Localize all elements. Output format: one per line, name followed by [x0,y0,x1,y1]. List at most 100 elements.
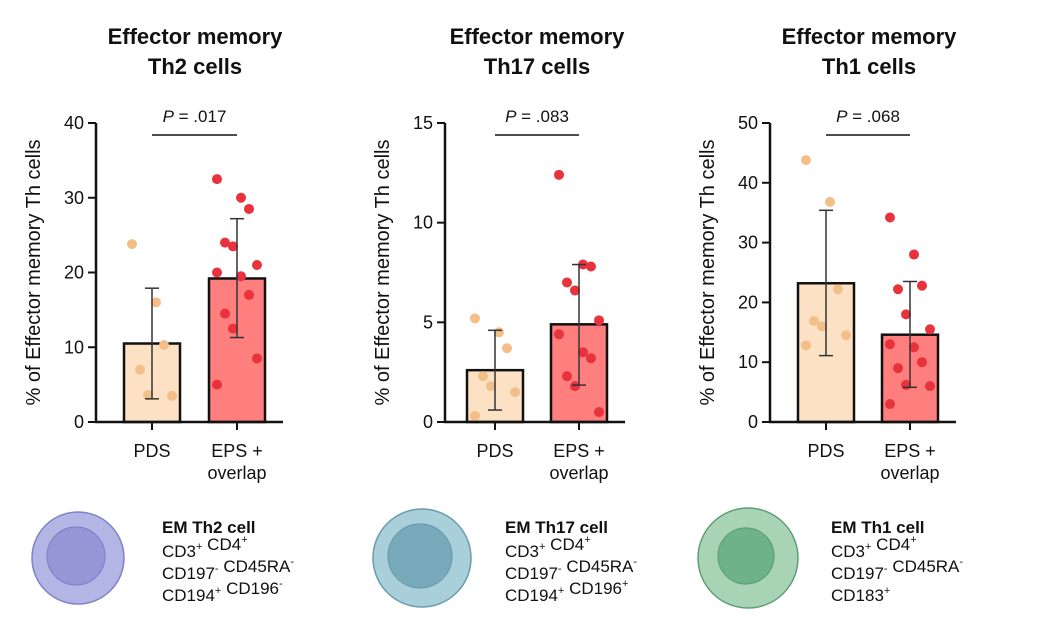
x-category-label: overlap [549,463,608,483]
p-value-label: P = .068 [836,107,900,126]
data-point [212,379,222,390]
y-tick-label: 20 [738,292,758,312]
data-point [228,323,238,334]
x-category-label: overlap [207,463,266,483]
data-point [470,313,480,324]
data-point [502,343,512,354]
cell-nucleus [717,527,775,585]
y-tick-label: 40 [64,113,84,133]
cell-marker-line: CD3+ CD4+ [162,534,248,561]
data-point [594,407,604,418]
cell-marker-line: CD194+ CD196- [162,578,283,605]
cell-marker-line: CD3+ CD4+ [831,534,917,561]
y-axis-label: % of Effector memory Th cells [372,139,394,405]
p-value-label: P = .017 [163,107,227,126]
data-point [917,357,927,368]
data-point [801,155,811,166]
y-tick-label: 15 [413,113,433,133]
y-axis-label: % of Effector memory Th cells [23,139,45,405]
x-category-label: EPS + [553,441,605,461]
y-tick-label: 10 [413,213,433,233]
data-point [252,353,262,364]
chart-panel-1: Effector memory Th2 cells % of Effector me… [23,24,294,605]
cell-marker-line: CD197- CD45RA- [831,556,963,583]
data-point [586,261,596,272]
data-point [554,169,564,180]
cell-name: EM Th1 cell [831,518,925,537]
data-point [228,241,238,252]
chart-panel-3: Effector memory Th1 cells % of Effector me… [697,24,963,609]
data-point [167,390,177,401]
data-point [885,399,895,410]
data-point [885,212,895,223]
y-tick-label: 10 [64,337,84,357]
data-point [143,390,153,401]
y-tick-label: 0 [423,412,433,432]
chart-title-line: Th1 cells [822,54,916,79]
data-point [244,289,254,300]
data-point [909,249,919,260]
data-point [212,267,222,278]
data-point [801,340,811,351]
y-axis-label: % of Effector memory Th cells [697,139,719,405]
data-point [236,271,246,282]
data-point [135,364,145,375]
x-category-label: EPS + [884,441,936,461]
y-tick-label: 0 [748,412,758,432]
data-point [220,308,230,319]
data-point [159,340,169,351]
data-point [127,239,137,250]
data-point [486,381,496,392]
data-point [212,174,222,185]
cell-marker-line: CD3+ CD4+ [505,534,591,561]
data-point [220,237,230,248]
cell-marker-line: CD183+ [831,585,890,605]
data-point [236,192,246,203]
data-point [478,371,488,382]
chart-title-line: Effector memory [450,24,626,49]
data-point [554,329,564,340]
chart-panel-2: Effector memory Th17 cells % of Effector m… [372,24,637,608]
chart-title-line: Th17 cells [484,54,590,79]
cell-marker-line: CD197- CD45RA- [505,556,637,583]
data-point [885,339,895,350]
y-tick-label: 30 [738,233,758,253]
data-point [833,284,843,295]
data-point [901,309,911,320]
y-tick-label: 20 [64,263,84,283]
y-tick-label: 40 [738,173,758,193]
data-point [909,342,919,353]
data-point [809,315,819,326]
data-point [925,324,935,335]
data-point [594,315,604,326]
y-tick-label: 5 [423,312,433,332]
cell-nucleus [46,526,106,586]
cell-nucleus [387,523,453,589]
data-point [925,381,935,392]
data-point [578,347,588,358]
data-point [817,321,827,332]
x-category-label: PDS [807,441,844,461]
chart-title-line: Th2 cells [148,54,242,79]
data-point [562,371,572,382]
data-point [570,381,580,392]
data-point [586,353,596,364]
x-category-label: overlap [880,463,939,483]
data-point [252,260,262,271]
y-tick-label: 0 [74,412,84,432]
y-tick-label: 30 [64,188,84,208]
chart-title-line: Effector memory [782,24,958,49]
x-category-label: PDS [133,441,170,461]
cell-name: EM Th2 cell [162,518,256,537]
cell-marker-line: CD197- CD45RA- [162,556,294,583]
cell-marker-line: CD194+ CD196+ [505,578,628,605]
data-point [470,411,480,422]
cell-name: EM Th17 cell [505,518,608,537]
data-point [917,280,927,291]
data-point [893,363,903,374]
y-tick-label: 10 [738,352,758,372]
p-value-label: P = .083 [505,107,569,126]
data-point [510,387,520,398]
x-category-label: PDS [476,441,513,461]
